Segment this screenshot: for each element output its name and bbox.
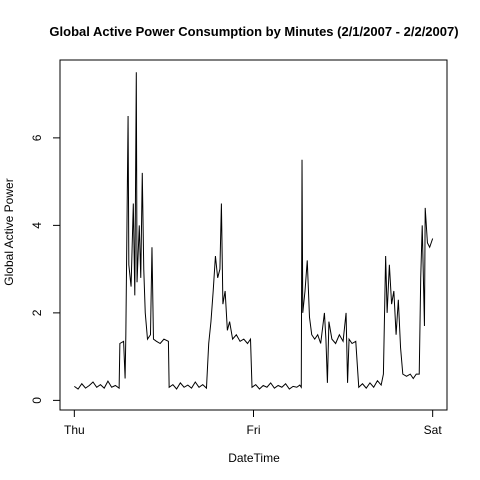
y-tick-label: 6 — [30, 134, 44, 141]
x-axis-label: DateTime — [228, 451, 280, 465]
y-tick-label: 2 — [30, 309, 44, 316]
x-tick-label: Thu — [64, 423, 85, 437]
y-axis-label: Global Active Power — [2, 178, 16, 285]
chart-title: Global Active Power Consumption by Minut… — [49, 24, 458, 39]
series-line — [74, 72, 434, 390]
y-tick-label: 4 — [30, 222, 44, 229]
x-tick-label: Fri — [247, 423, 261, 437]
y-tick-label: 0 — [30, 397, 44, 404]
x-tick-label: Sat — [424, 423, 443, 437]
